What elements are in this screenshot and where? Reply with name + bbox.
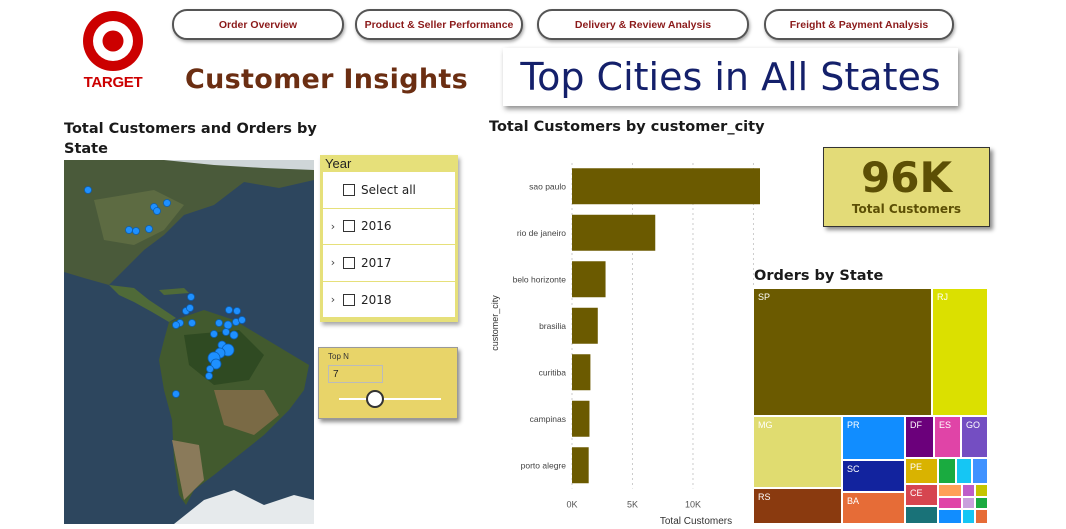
- topn-slider-track[interactable]: [339, 398, 441, 400]
- treemap-tile-small[interactable]: [975, 497, 988, 509]
- chevron-right-icon[interactable]: ›: [330, 293, 336, 307]
- nav-order-overview[interactable]: Order Overview: [172, 9, 344, 40]
- x-tick-label: 5K: [627, 500, 638, 510]
- y-tick-label: sao paulo: [529, 181, 566, 191]
- treemap-tile-small[interactable]: [938, 484, 962, 497]
- nav-delivery-review-analysis[interactable]: Delivery & Review Analysis: [537, 9, 749, 40]
- treemap-tile-pr[interactable]: PR: [842, 416, 905, 460]
- y-tick-label: porto alegre: [521, 460, 567, 470]
- checkbox-2016[interactable]: [343, 220, 355, 233]
- treemap-title: Orders by State: [754, 268, 884, 284]
- orders-by-state-treemap: SP RJ MG PR DF ES GO SC PE RS BA CE: [753, 288, 988, 524]
- y-tick-label: brasilia: [539, 321, 566, 331]
- y-tick-label: campinas: [530, 414, 566, 424]
- nav-product-seller-performance[interactable]: Product & Seller Performance: [355, 9, 523, 40]
- kpi-card-total-customers: 96K Total Customers: [823, 147, 990, 227]
- chevron-right-icon[interactable]: ›: [330, 219, 336, 233]
- y-axis-label: customer_city: [490, 295, 500, 351]
- year-label: 2017: [361, 255, 392, 270]
- treemap-tile-ba[interactable]: BA: [842, 492, 905, 524]
- treemap-tile-small[interactable]: [962, 509, 975, 524]
- x-tick-label: 0K: [566, 500, 577, 510]
- treemap-tile-rj[interactable]: RJ: [932, 288, 988, 416]
- logo-text: TARGET: [83, 74, 143, 91]
- year-item-2016[interactable]: › 2016: [323, 209, 455, 245]
- bar-chart-svg: customer_city Total Customers 0K 5K 10K sao…: [490, 163, 760, 527]
- treemap-tile-df[interactable]: DF: [905, 416, 934, 458]
- bar-chart-title: Total Customers by customer_city: [489, 119, 765, 135]
- y-tick-label: belo horizonte: [513, 274, 567, 284]
- topn-input[interactable]: 7: [328, 365, 383, 383]
- treemap-tile-go[interactable]: GO: [961, 416, 988, 458]
- kpi-label: Total Customers: [851, 202, 962, 216]
- checkbox-select-all[interactable]: [343, 183, 355, 196]
- treemap-tile-rs[interactable]: RS: [753, 488, 842, 524]
- year-select-all[interactable]: Select all: [323, 172, 455, 209]
- topn-label: Top N: [328, 352, 349, 361]
- treemap-tile-small[interactable]: [938, 497, 962, 509]
- year-label: 2016: [361, 219, 392, 234]
- checkbox-2018[interactable]: [343, 293, 355, 306]
- y-tick-label: rio de janeiro: [517, 228, 566, 238]
- treemap-tile-mg[interactable]: MG: [753, 416, 842, 488]
- select-all-label: Select all: [361, 182, 416, 197]
- year-item-2018[interactable]: › 2018: [323, 282, 455, 319]
- treemap-tile-small[interactable]: [972, 458, 988, 484]
- treemap-tile-small[interactable]: [956, 458, 972, 484]
- treemap-tile-small[interactable]: [975, 484, 988, 497]
- year-slicer: Year Select all › 2016 › 2017 › 2018: [320, 155, 458, 322]
- y-tick-label: curitiba: [539, 367, 567, 377]
- checkbox-2017[interactable]: [343, 256, 355, 269]
- bar-chart: customer_city Total Customers 0K 5K 10K sao…: [486, 155, 776, 527]
- chevron-right-icon[interactable]: ›: [330, 256, 336, 270]
- bar-sao-paulo[interactable]: [572, 168, 760, 205]
- bar-brasilia[interactable]: [572, 307, 598, 344]
- treemap-tile-small[interactable]: [938, 458, 956, 484]
- top-cities-card: Top Cities in All States: [503, 48, 958, 106]
- treemap-tile-small[interactable]: [905, 506, 938, 524]
- treemap-tile-sp[interactable]: SP: [753, 288, 932, 416]
- customer-map[interactable]: [64, 160, 314, 524]
- bar-belo-horizonte[interactable]: [572, 261, 606, 298]
- bar-campinas[interactable]: [572, 400, 590, 437]
- x-axis-label: Total Customers: [660, 516, 732, 524]
- treemap-tile-small[interactable]: [975, 509, 988, 524]
- target-logo: TARGET: [80, 10, 146, 94]
- treemap-tile-small[interactable]: [938, 509, 962, 524]
- treemap-tile-pe[interactable]: PE: [905, 458, 938, 484]
- treemap-tile-small[interactable]: [962, 484, 975, 497]
- bar-porto-alegre[interactable]: [572, 447, 589, 484]
- topn-slicer: Top N 7: [318, 347, 458, 419]
- page-title: Customer Insights: [185, 64, 468, 95]
- treemap-tile-ce[interactable]: CE: [905, 484, 938, 506]
- year-item-2017[interactable]: › 2017: [323, 245, 455, 282]
- treemap-tile-sc[interactable]: SC: [842, 460, 905, 492]
- kpi-value: 96K: [861, 153, 952, 202]
- map-points: [84, 186, 246, 398]
- year-list: Select all › 2016 › 2017 › 2018: [323, 172, 455, 317]
- treemap-tile-es[interactable]: ES: [934, 416, 961, 458]
- treemap-tile-small[interactable]: [962, 497, 975, 509]
- map-section-title: Total Customers and Orders by State: [64, 121, 317, 157]
- topn-slider-thumb[interactable]: [365, 390, 384, 408]
- year-label: 2018: [361, 292, 392, 307]
- bar-curitiba[interactable]: [572, 354, 591, 391]
- bullseye-icon: [83, 11, 143, 71]
- bar-rio-de-janeiro[interactable]: [572, 214, 656, 251]
- year-slicer-title: Year: [325, 156, 352, 171]
- nav-freight-payment-analysis[interactable]: Freight & Payment Analysis: [764, 9, 954, 40]
- x-tick-label: 10K: [685, 500, 701, 510]
